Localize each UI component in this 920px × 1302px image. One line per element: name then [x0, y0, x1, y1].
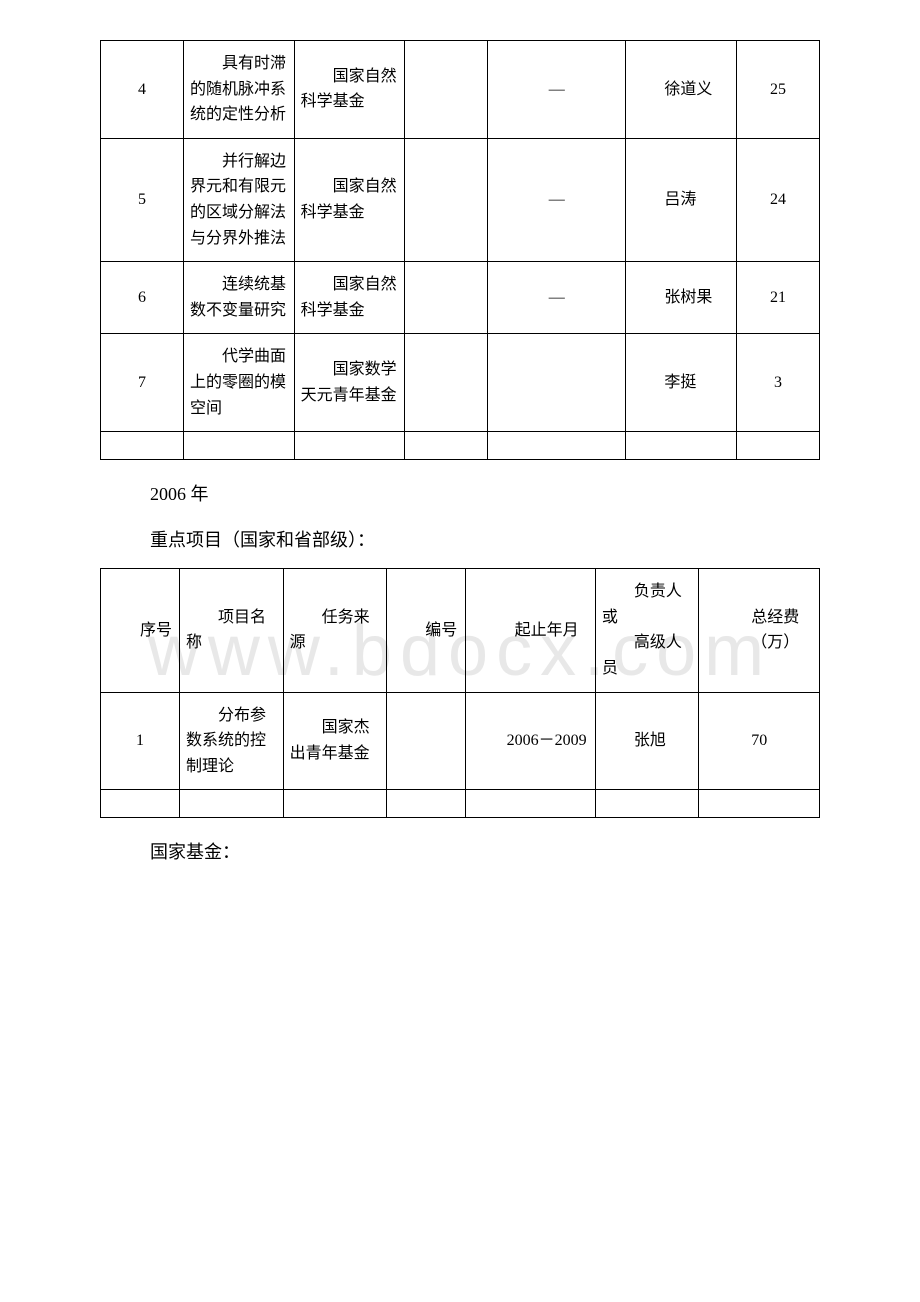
task-source: 国家自然科学基金: [294, 262, 405, 334]
empty-cell: [283, 790, 387, 818]
project-period: 2006－2009: [466, 692, 596, 790]
table-empty-row: [101, 790, 820, 818]
header-fund-line1: 总经费: [751, 609, 799, 626]
task-source: 国家自然科学基金: [294, 138, 405, 261]
table-empty-row: [101, 432, 820, 460]
header-source: 任务来源: [283, 569, 387, 692]
project-code: [405, 334, 488, 432]
project-period: —: [488, 262, 626, 334]
header-person-line2: 高级人员: [602, 630, 693, 681]
empty-cell: [101, 790, 180, 818]
header-fund-line2: （万）: [719, 630, 799, 656]
empty-cell: [294, 432, 405, 460]
projects-table-2: 序号 项目名称 任务来源 编号 起止年月 负责人或 高级人员 总经费 （万） 1…: [100, 568, 820, 818]
year-heading: 2006 年: [150, 480, 820, 506]
table-row: 1 分布参数系统的控制理论 国家杰出青年基金 2006－2009 张旭 70: [101, 692, 820, 790]
header-person-line1: 负责人或: [602, 583, 682, 626]
project-fund: 25: [737, 41, 820, 139]
header-name: 项目名称: [180, 569, 284, 692]
table-row: 6 连续统基数不变量研究 国家自然科学基金 — 张树果 21: [101, 262, 820, 334]
project-fund: 21: [737, 262, 820, 334]
projects-table-1: 4 具有时滞的随机脉冲系统的定性分析 国家自然科学基金 — 徐道义 25 5 并…: [100, 40, 820, 460]
empty-cell: [466, 790, 596, 818]
project-person: 张树果: [626, 262, 737, 334]
project-fund: 70: [699, 692, 820, 790]
project-code: [405, 41, 488, 139]
row-number: 1: [101, 692, 180, 790]
project-name: 连续统基数不变量研究: [183, 262, 294, 334]
row-number: 4: [101, 41, 184, 139]
row-number: 6: [101, 262, 184, 334]
project-name: 并行解边界元和有限元的区域分解法与分界外推法: [183, 138, 294, 261]
task-source: 国家自然科学基金: [294, 41, 405, 139]
empty-cell: [737, 432, 820, 460]
project-fund: 24: [737, 138, 820, 261]
project-period: [488, 334, 626, 432]
project-name: 代学曲面上的零圈的模空间: [183, 334, 294, 432]
empty-cell: [488, 432, 626, 460]
project-code: [405, 138, 488, 261]
empty-cell: [387, 790, 466, 818]
header-fund: 总经费 （万）: [699, 569, 820, 692]
table-row: 7 代学曲面上的零圈的模空间 国家数学天元青年基金 李挺 3: [101, 334, 820, 432]
empty-cell: [595, 790, 699, 818]
table-header-row: 序号 项目名称 任务来源 编号 起止年月 负责人或 高级人员 总经费 （万）: [101, 569, 820, 692]
project-name: 分布参数系统的控制理论: [180, 692, 284, 790]
project-period: —: [488, 41, 626, 139]
empty-cell: [180, 790, 284, 818]
project-person: 徐道义: [626, 41, 737, 139]
project-code: [387, 692, 466, 790]
row-number: 7: [101, 334, 184, 432]
key-projects-heading: 重点项目（国家和省部级）：: [150, 526, 820, 552]
table-row: 4 具有时滞的随机脉冲系统的定性分析 国家自然科学基金 — 徐道义 25: [101, 41, 820, 139]
task-source: 国家数学天元青年基金: [294, 334, 405, 432]
empty-cell: [183, 432, 294, 460]
table-row: 5 并行解边界元和有限元的区域分解法与分界外推法 国家自然科学基金 — 吕涛 2…: [101, 138, 820, 261]
project-period: —: [488, 138, 626, 261]
row-number: 5: [101, 138, 184, 261]
national-fund-heading: 国家基金：: [150, 838, 820, 864]
header-code: 编号: [387, 569, 466, 692]
header-number: 序号: [101, 569, 180, 692]
empty-cell: [405, 432, 488, 460]
empty-cell: [101, 432, 184, 460]
empty-cell: [699, 790, 820, 818]
header-period: 起止年月: [466, 569, 596, 692]
project-fund: 3: [737, 334, 820, 432]
empty-cell: [626, 432, 737, 460]
project-person: 张旭: [595, 692, 699, 790]
task-source: 国家杰出青年基金: [283, 692, 387, 790]
project-code: [405, 262, 488, 334]
header-person: 负责人或 高级人员: [595, 569, 699, 692]
project-name: 具有时滞的随机脉冲系统的定性分析: [183, 41, 294, 139]
project-person: 李挺: [626, 334, 737, 432]
project-person: 吕涛: [626, 138, 737, 261]
